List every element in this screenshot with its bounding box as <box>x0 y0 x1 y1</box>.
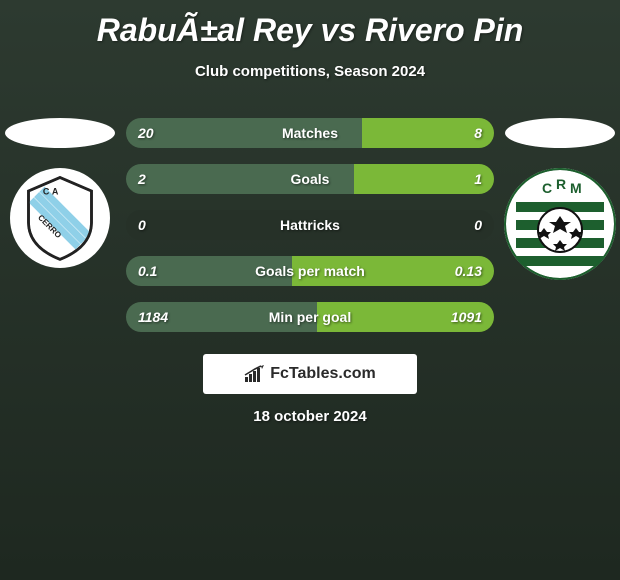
stat-label: Goals <box>126 164 494 194</box>
svg-text:C: C <box>43 187 50 197</box>
left-team-block: C A CERRO <box>0 118 120 268</box>
page-subtitle: Club competitions, Season 2024 <box>0 63 620 80</box>
stat-value-right: 1 <box>474 164 482 194</box>
left-ellipse <box>5 118 115 148</box>
stat-value-right: 8 <box>474 118 482 148</box>
svg-text:R: R <box>556 176 566 192</box>
stat-value-left: 2 <box>138 164 146 194</box>
date-text: 18 october 2024 <box>253 408 366 425</box>
right-crest-svg: C R M <box>504 168 616 280</box>
stat-label: Min per goal <box>126 302 494 332</box>
stats-container: Matches20 8 Goals2 1 Hattricks0 0 Goals per ma… <box>126 118 494 332</box>
stat-value-left: 0.1 <box>138 256 157 286</box>
svg-text:A: A <box>52 187 59 197</box>
stat-value-right: 0 <box>474 210 482 240</box>
stat-row: Goals per match0.1 0.13 <box>126 256 494 286</box>
right-team-block: C R M <box>500 118 620 280</box>
left-crest-svg: C A CERRO <box>15 173 105 263</box>
stat-value-left: 0 <box>138 210 146 240</box>
svg-text:M: M <box>570 180 582 196</box>
stat-value-left: 1184 <box>138 302 168 332</box>
stat-value-right: 1091 <box>451 302 482 332</box>
stat-label: Hattricks <box>126 210 494 240</box>
brand-box[interactable]: FcTables.com <box>203 354 417 394</box>
stat-label: Matches <box>126 118 494 148</box>
right-crest: C R M <box>504 168 616 280</box>
stat-value-left: 20 <box>138 118 154 148</box>
svg-text:C: C <box>542 180 552 196</box>
right-ellipse <box>505 118 615 148</box>
stat-label: Goals per match <box>126 256 494 286</box>
stat-row: Goals2 1 <box>126 164 494 194</box>
brand-chart-icon <box>244 365 266 383</box>
stat-value-right: 0.13 <box>455 256 482 286</box>
brand-text: FcTables.com <box>270 365 376 383</box>
page-title: RabuÃ±al Rey vs Rivero Pin <box>0 0 620 49</box>
stat-row: Matches20 8 <box>126 118 494 148</box>
left-crest: C A CERRO <box>10 168 110 268</box>
stat-row: Hattricks0 0 <box>126 210 494 240</box>
stat-row: Min per goal1184 1091 <box>126 302 494 332</box>
